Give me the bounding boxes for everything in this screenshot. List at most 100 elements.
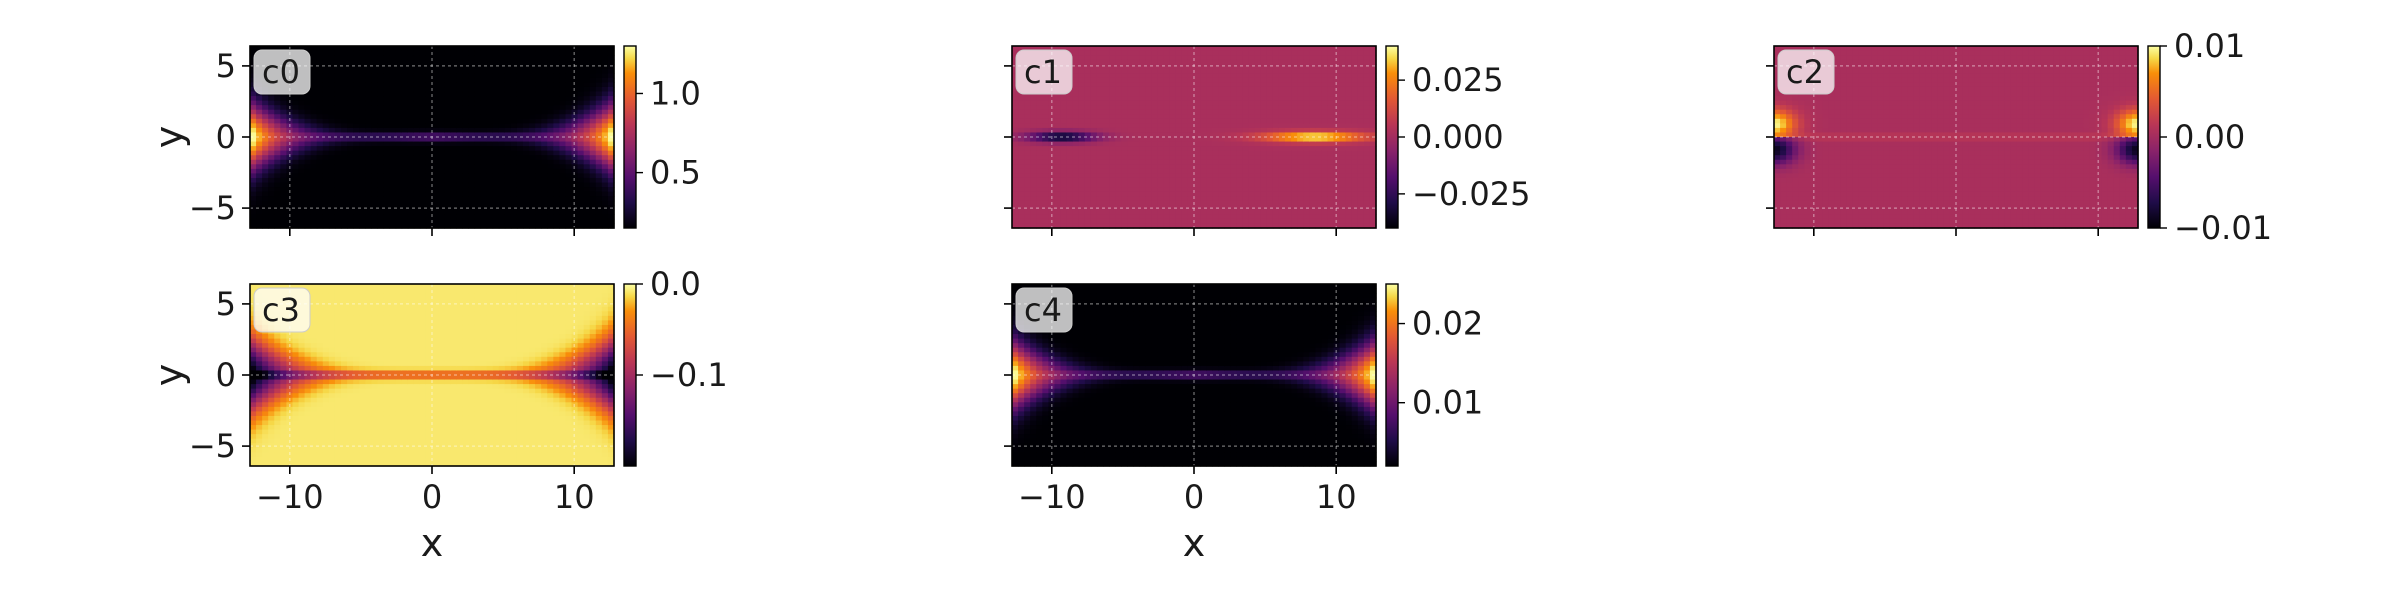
heatmap-cell	[298, 132, 306, 138]
heatmap-cell	[425, 105, 433, 111]
heatmap-cell	[365, 82, 372, 88]
heatmap-cell	[322, 59, 330, 65]
heatmap-cell	[589, 209, 597, 215]
heatmap-cell	[1327, 173, 1335, 179]
heatmap-cell	[1066, 114, 1074, 120]
heatmap-cell	[1218, 214, 1225, 220]
heatmap-cell	[480, 46, 488, 52]
heatmap-cell	[334, 173, 342, 179]
heatmap-cell	[1078, 209, 1086, 215]
heatmap-cell	[1084, 123, 1092, 129]
heatmap-cell	[1030, 123, 1037, 129]
heatmap-cell	[516, 132, 524, 138]
heatmap-cell	[395, 164, 403, 170]
heatmap-cell	[583, 214, 591, 220]
heatmap-cell	[334, 191, 342, 197]
heatmap-cell	[322, 159, 330, 165]
heatmap-cell	[504, 196, 512, 202]
heatmap-cell	[1224, 187, 1231, 193]
heatmap-cell	[1187, 73, 1195, 79]
heatmap-cell	[553, 209, 560, 215]
heatmap-cell	[1151, 209, 1159, 215]
heatmap-cell	[1339, 105, 1347, 111]
heatmap-cell	[1339, 118, 1347, 124]
heatmap-cell	[601, 200, 609, 206]
heatmap-cell	[571, 96, 579, 102]
heatmap-cell	[359, 127, 366, 134]
heatmap-cell	[1096, 68, 1104, 74]
heatmap-cell	[1285, 177, 1292, 184]
heatmap-cell	[1151, 68, 1159, 74]
heatmap-cell	[371, 105, 378, 111]
heatmap-cell	[1339, 159, 1347, 165]
heatmap-cell	[383, 68, 391, 74]
heatmap-cell	[1145, 164, 1153, 170]
heatmap-cell	[365, 209, 372, 215]
heatmap-cell	[595, 73, 603, 79]
heatmap-cell	[504, 214, 512, 220]
heatmap-cell	[298, 96, 306, 102]
heatmap-cell	[1103, 200, 1110, 206]
heatmap-cell	[419, 118, 427, 124]
heatmap-cell	[583, 223, 591, 229]
heatmap-cell	[1115, 150, 1122, 156]
heatmap-cell	[262, 118, 269, 124]
heatmap-cell	[480, 55, 488, 61]
heatmap-cell	[328, 132, 336, 138]
heatmap-cell	[1060, 132, 1068, 138]
heatmap-cell	[413, 159, 421, 165]
heatmap-cell	[304, 114, 312, 120]
heatmap-cell	[468, 191, 476, 197]
heatmap-cell	[389, 64, 397, 70]
heatmap-cell	[1072, 173, 1080, 179]
heatmap-cell	[547, 73, 554, 79]
heatmap-cell	[1285, 218, 1292, 225]
heatmap-cell	[607, 187, 615, 193]
heatmap-cell	[480, 132, 488, 138]
heatmap-cell	[571, 64, 579, 70]
heatmap-cell	[589, 150, 597, 156]
heatmap-cell	[462, 159, 469, 165]
heatmap-cell	[583, 168, 591, 174]
heatmap-cell	[1363, 155, 1371, 161]
heatmap-cell	[1333, 159, 1341, 165]
heatmap-cell	[577, 73, 585, 79]
heatmap-cell	[1139, 209, 1147, 215]
heatmap-cell	[334, 118, 342, 124]
heatmap-cell	[347, 46, 354, 52]
heatmap-cell	[353, 86, 360, 93]
heatmap-cell	[1369, 137, 1377, 143]
heatmap-cell	[577, 218, 585, 225]
heatmap-cell	[286, 132, 294, 138]
heatmap-cell	[1297, 64, 1304, 70]
heatmap-cell	[353, 59, 360, 65]
heatmap-cell	[1285, 59, 1292, 65]
heatmap-cell	[1181, 223, 1189, 229]
heatmap-cell	[595, 127, 603, 134]
heatmap-cell	[377, 177, 385, 184]
heatmap-cell	[1780, 118, 1787, 124]
heatmap-cell	[480, 173, 488, 179]
heatmap-cell	[1363, 55, 1371, 61]
heatmap-cell	[425, 59, 433, 65]
heatmap-cell	[1230, 191, 1238, 197]
heatmap-cell	[256, 191, 263, 197]
heatmap-cell	[425, 46, 433, 52]
heatmap-cell	[1200, 196, 1207, 202]
heatmap-cell	[468, 59, 476, 65]
heatmap-cell	[286, 182, 294, 188]
heatmap-cell	[1285, 118, 1292, 124]
heatmap-cell	[498, 141, 506, 147]
heatmap-cell	[389, 196, 397, 202]
heatmap-cell	[286, 214, 294, 220]
heatmap-cell	[1115, 146, 1122, 152]
heatmap-cell	[1339, 164, 1347, 170]
heatmap-cell	[1315, 82, 1322, 88]
heatmap-cell	[316, 205, 324, 211]
heatmap-cell	[1363, 100, 1371, 106]
heatmap-cell	[425, 50, 433, 56]
heatmap-cell	[395, 141, 403, 147]
heatmap-cell	[1345, 55, 1353, 61]
heatmap-cell	[1212, 191, 1219, 197]
heatmap-cell	[583, 137, 591, 143]
